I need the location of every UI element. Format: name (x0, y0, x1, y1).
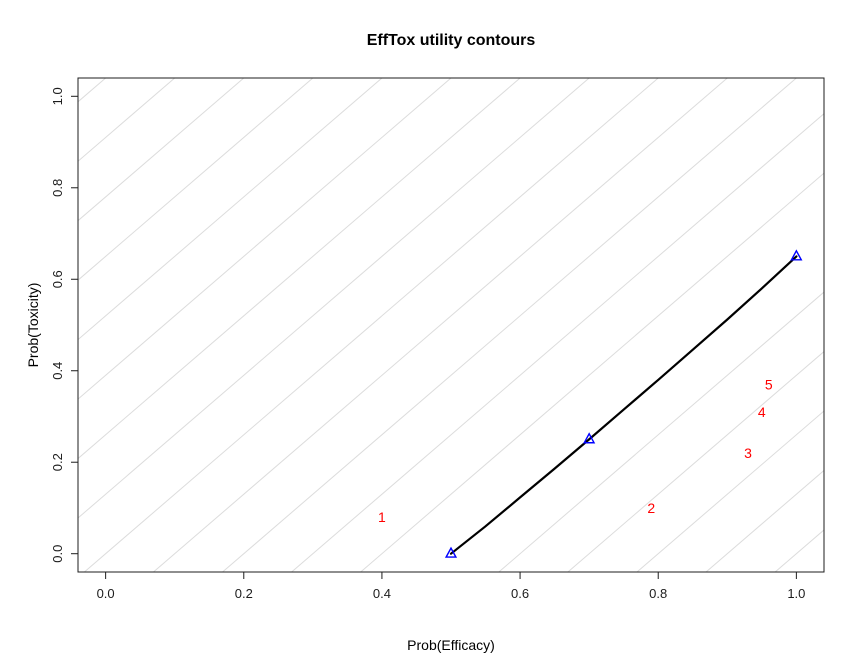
utility-contour-line (78, 78, 590, 519)
utility-contour-line (774, 529, 824, 572)
utility-contour-line (498, 291, 824, 572)
dose-label: 3 (744, 445, 752, 461)
y-tick-label: 0.2 (50, 453, 65, 471)
axis-ticks (71, 95, 797, 579)
x-tick-label: 0.2 (235, 586, 253, 601)
x-tick-label: 0.8 (649, 586, 667, 601)
hurdle-markers (444, 249, 803, 558)
utility-contour-line (153, 78, 728, 572)
dose-label: 2 (647, 500, 655, 516)
y-tick-label: 0.0 (50, 545, 65, 563)
utility-contour-line (705, 469, 824, 572)
utility-contour-line (78, 78, 106, 103)
utility-contour-line (636, 410, 824, 572)
utility-contour-line (222, 78, 797, 572)
x-tick-label: 0.6 (511, 586, 529, 601)
utility-contour-line (78, 78, 176, 162)
y-tick-label: 0.8 (50, 179, 65, 197)
x-tick-label: 0.4 (373, 586, 391, 601)
hurdle-triangle-marker (444, 546, 458, 558)
dose-label: 1 (378, 509, 386, 525)
dose-labels: 1 2 3 4 5 (378, 376, 773, 525)
chart-title: EffTox utility contours (366, 32, 536, 49)
hurdle-triangle-marker (790, 249, 803, 261)
utility-contour-line (291, 113, 824, 572)
utility-contour-line (84, 78, 659, 572)
utility-contour-lines (78, 78, 824, 572)
x-tick-label: 0.0 (97, 586, 115, 601)
utility-contour-line (360, 172, 824, 572)
x-tick-label: 1.0 (787, 586, 805, 601)
dose-label: 4 (758, 404, 766, 420)
utility-contour-line (78, 78, 314, 281)
utility-contour-line (78, 78, 521, 460)
utility-contour-line (78, 78, 245, 222)
dose-label: 5 (765, 376, 773, 392)
y-tick-label: 0.6 (50, 270, 65, 288)
axis-tick-labels: 0.0 0.2 0.4 0.6 0.8 1.0 0.0 0.2 0.4 0.6 0.8 1.0 (50, 87, 805, 601)
neutral-contour-curve (449, 255, 798, 555)
hurdle-triangle-marker (583, 432, 596, 444)
plot-box (77, 77, 825, 573)
x-axis-label: Prob(Efficacy) (407, 637, 495, 653)
y-tick-label: 1.0 (50, 87, 65, 105)
y-tick-label: 0.4 (50, 362, 65, 380)
utility-contour-line (78, 78, 452, 400)
utility-contour-line (567, 350, 824, 572)
utility-contour-line (78, 78, 383, 341)
